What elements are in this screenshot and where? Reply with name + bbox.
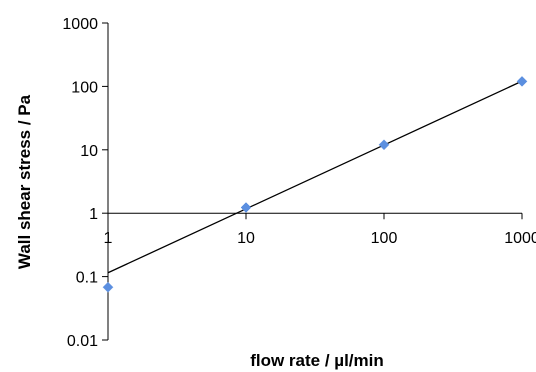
- axes: [107, 23, 522, 340]
- trendline-path: [107, 80, 523, 274]
- y-tick-label: 10: [80, 143, 98, 160]
- y-tick-label: 0.1: [76, 270, 98, 287]
- data-point: [516, 76, 528, 87]
- data-point: [102, 281, 114, 293]
- y-tick-label: 0.01: [67, 333, 98, 350]
- data-point: [378, 139, 390, 151]
- trendline: [107, 80, 523, 274]
- y-tick-label: 1: [89, 206, 98, 223]
- y-ticks: 1000 100 10 1 0.1 0.01: [62, 16, 108, 350]
- y-axis-title: Wall shear stress / Pa: [15, 94, 34, 269]
- x-tick-label: 1: [104, 230, 113, 247]
- data-points: [102, 76, 528, 293]
- data-point: [240, 202, 252, 213]
- y-tick-label: 100: [71, 79, 98, 96]
- x-ticks: 1 10 100 1000: [104, 213, 536, 247]
- x-tick-label: 1000: [504, 230, 536, 247]
- x-tick-label: 100: [371, 230, 398, 247]
- y-tick-label: 1000: [62, 16, 98, 33]
- x-axis-title: flow rate / µl/min: [250, 351, 384, 370]
- x-tick-label: 10: [237, 230, 255, 247]
